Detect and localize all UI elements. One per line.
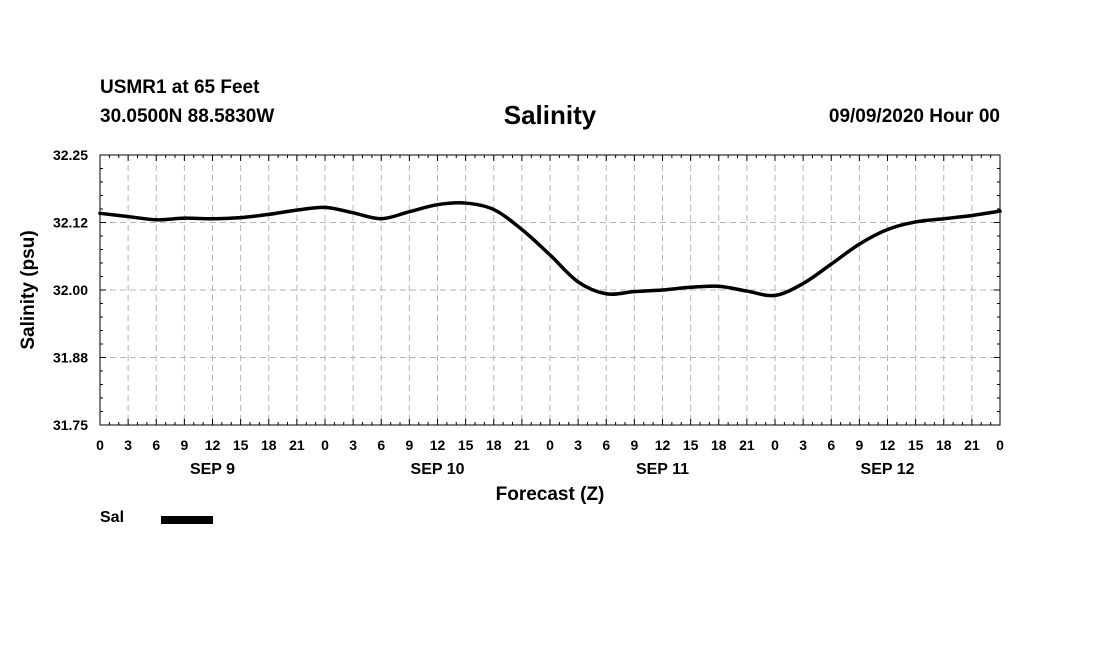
x-tick-label: 21 [739, 437, 755, 453]
x-tick-label: 21 [964, 437, 980, 453]
y-tick-label: 31.88 [53, 350, 88, 366]
y-tick-label: 32.25 [53, 147, 88, 163]
series-layer [98, 201, 1002, 298]
x-tick-label: 0 [996, 437, 1004, 453]
x-tick-label: 18 [711, 437, 727, 453]
x-tick-label: 0 [96, 437, 104, 453]
y-tick-label: 32.00 [53, 282, 88, 298]
x-tick-label: 0 [546, 437, 554, 453]
station-coordinates: 30.0500N 88.5830W [100, 106, 275, 127]
y-tick-label: 31.75 [53, 417, 88, 433]
x-tick-label: 9 [405, 437, 413, 453]
x-tick-label: 21 [289, 437, 305, 453]
x-tick-label: 3 [799, 437, 807, 453]
x-tick-label: 18 [486, 437, 502, 453]
x-tick-label: 12 [430, 437, 446, 453]
axis-labels: 0 3 6 9 12 15 18 21 0 3 6 9 12 15 18 21 0 3 6 9 12 15 18 21 0 3 6 9… [18, 147, 1004, 505]
x-tick-label: 6 [152, 437, 160, 453]
x-tick-label: 12 [655, 437, 671, 453]
x-tick-label: 15 [233, 437, 249, 453]
x-tick-label: 6 [602, 437, 610, 453]
x-tick-label: 0 [321, 437, 329, 453]
x-tick-label: 6 [827, 437, 835, 453]
x-tick-label: 15 [908, 437, 924, 453]
x-tick-label: 12 [205, 437, 221, 453]
y-tick-label: 32.12 [53, 215, 88, 231]
x-tick-label: 3 [574, 437, 582, 453]
series-line-sal [98, 201, 1002, 298]
x-tick-label: 3 [124, 437, 132, 453]
x-tick-label: 9 [630, 437, 638, 453]
station-name: USMR1 at 65 Feet [100, 77, 260, 98]
grid-lines [100, 155, 1000, 425]
day-label: SEP 9 [190, 461, 235, 478]
day-label: SEP 11 [636, 461, 689, 478]
chart-title: Salinity [503, 100, 597, 130]
x-tick-label: 0 [771, 437, 779, 453]
x-axis-title: Forecast (Z) [496, 484, 605, 505]
x-tick-label: 18 [936, 437, 952, 453]
legend-label: Sal [100, 509, 125, 526]
x-tick-label: 15 [683, 437, 699, 453]
x-tick-label: 3 [349, 437, 357, 453]
x-tick-label: 15 [458, 437, 474, 453]
forecast-run-time: 09/09/2020 Hour 00 [828, 106, 1000, 127]
legend-swatch [161, 516, 213, 524]
y-axis-title: Salinity (psu) [18, 230, 39, 349]
x-tick-label: 6 [377, 437, 385, 453]
day-label: SEP 10 [411, 461, 465, 478]
x-tick-label: 21 [514, 437, 530, 453]
day-label: SEP 12 [861, 461, 915, 478]
x-tick-label: 18 [261, 437, 277, 453]
x-tick-label: 9 [180, 437, 188, 453]
x-tick-label: 12 [880, 437, 896, 453]
axis-ticks [99, 154, 1001, 426]
x-tick-label: 9 [855, 437, 863, 453]
